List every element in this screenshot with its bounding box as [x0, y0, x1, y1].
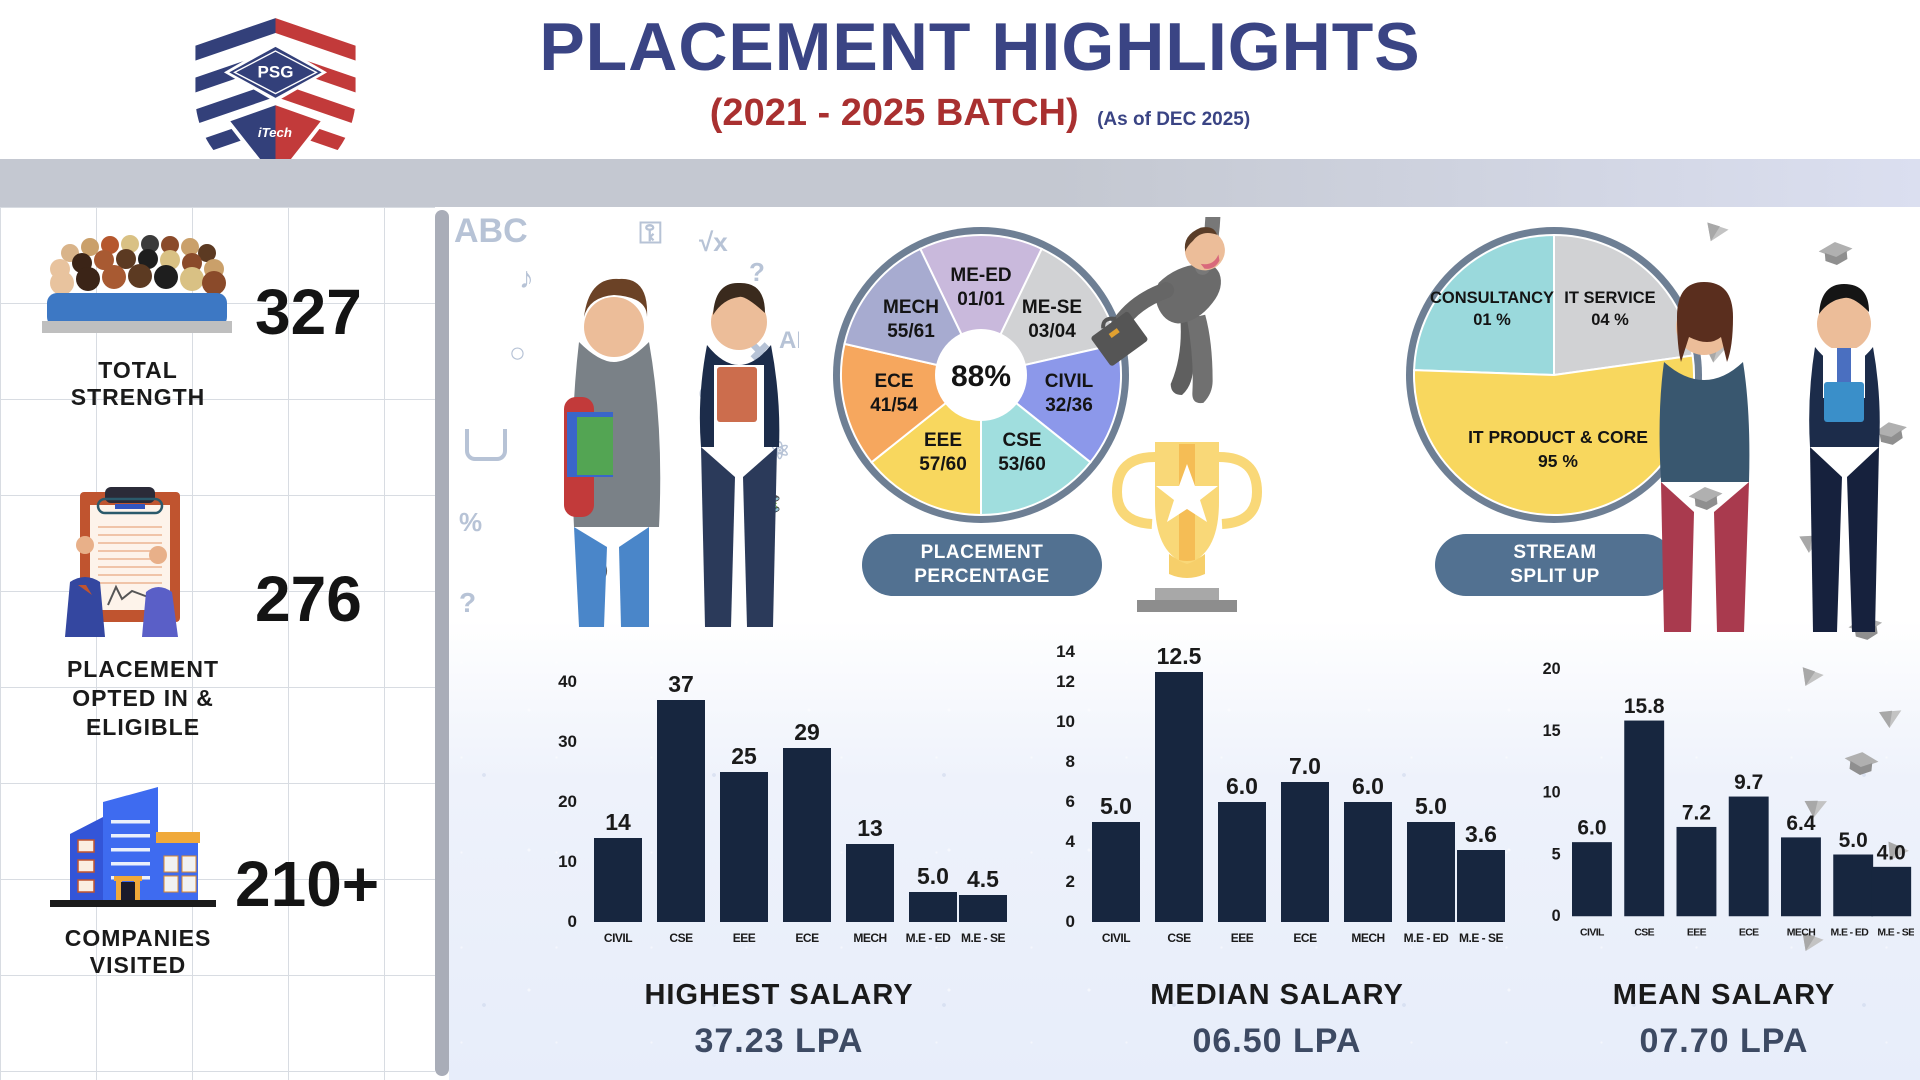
svg-text:CSE: CSE [1167, 931, 1191, 945]
svg-text:0: 0 [568, 912, 577, 931]
svg-text:14: 14 [1056, 642, 1075, 661]
svg-text:CONSULTANCY: CONSULTANCY [1430, 289, 1554, 307]
svg-text:ME-SE: ME-SE [1022, 297, 1082, 318]
svg-text:6: 6 [1066, 792, 1075, 811]
svg-text:ECE: ECE [1293, 931, 1317, 945]
svg-text:ECE: ECE [874, 371, 913, 392]
svg-text:8: 8 [1066, 752, 1075, 771]
svg-text:ECE: ECE [795, 931, 819, 945]
svg-text:M.E - SE: M.E - SE [961, 931, 1006, 945]
svg-text:CIVIL: CIVIL [1580, 927, 1605, 938]
svg-text:7.2: 7.2 [1682, 801, 1711, 824]
svg-text:10: 10 [1543, 784, 1561, 802]
svg-text:M.E - ED: M.E - ED [906, 931, 952, 945]
svg-text:6.0: 6.0 [1352, 773, 1384, 799]
svg-text:M.E - ED: M.E - ED [1404, 931, 1450, 945]
svg-text:29: 29 [794, 719, 820, 745]
svg-text:MECH: MECH [853, 931, 886, 945]
svg-text:MECH: MECH [1787, 927, 1815, 938]
svg-text:5.0: 5.0 [1100, 793, 1132, 819]
svg-text:5.0: 5.0 [1415, 793, 1447, 819]
svg-text:01 %: 01 % [1473, 311, 1511, 329]
svg-text:6.0: 6.0 [1577, 817, 1606, 840]
svg-text:7.0: 7.0 [1289, 753, 1321, 779]
svg-text:5.0: 5.0 [917, 863, 949, 889]
svg-text:6.0: 6.0 [1226, 773, 1258, 799]
svg-text:4.5: 4.5 [967, 866, 999, 892]
svg-text:0: 0 [1552, 907, 1561, 925]
svg-text:37: 37 [668, 671, 694, 697]
svg-text:M.E - SE: M.E - SE [1459, 931, 1504, 945]
svg-text:CIVIL: CIVIL [1102, 931, 1130, 945]
svg-text:15.8: 15.8 [1624, 695, 1665, 718]
svg-text:EEE: EEE [1231, 931, 1254, 945]
svg-text:40: 40 [558, 672, 577, 691]
svg-text:95 %: 95 % [1538, 451, 1578, 471]
svg-text:CSE: CSE [669, 931, 693, 945]
svg-text:03/04: 03/04 [1028, 321, 1076, 342]
svg-text:41/54: 41/54 [870, 395, 918, 416]
svg-text:30: 30 [558, 732, 577, 751]
svg-text:MECH: MECH [883, 297, 939, 318]
svg-text:4: 4 [1066, 832, 1076, 851]
svg-text:PSG: PSG [258, 63, 294, 82]
svg-text:CSE: CSE [1634, 927, 1654, 938]
svg-text:ECE: ECE [1739, 927, 1759, 938]
svg-text:13: 13 [857, 815, 883, 841]
svg-text:14: 14 [605, 809, 631, 835]
svg-text:12: 12 [1056, 672, 1075, 691]
svg-text:20: 20 [558, 792, 577, 811]
svg-text:5: 5 [1552, 845, 1561, 863]
svg-text:EEE: EEE [924, 430, 962, 451]
svg-text:88%: 88% [951, 360, 1011, 393]
svg-text:20: 20 [1543, 660, 1561, 678]
svg-text:55/61: 55/61 [887, 321, 935, 342]
svg-text:12.5: 12.5 [1157, 643, 1202, 669]
svg-text:6.4: 6.4 [1786, 812, 1815, 835]
svg-text:10: 10 [558, 852, 577, 871]
svg-text:01/01: 01/01 [957, 289, 1005, 310]
svg-text:53/60: 53/60 [998, 454, 1046, 475]
svg-text:EEE: EEE [733, 931, 756, 945]
svg-text:MECH: MECH [1351, 931, 1384, 945]
svg-text:3.6: 3.6 [1465, 821, 1497, 847]
svg-text:0: 0 [1066, 912, 1075, 931]
svg-text:iTech: iTech [258, 125, 292, 140]
svg-text:25: 25 [731, 743, 757, 769]
svg-text:2: 2 [1066, 872, 1075, 891]
svg-text:9.7: 9.7 [1734, 771, 1763, 794]
svg-text:M.E - ED: M.E - ED [1831, 927, 1870, 938]
svg-text:10: 10 [1056, 712, 1075, 731]
svg-text:15: 15 [1543, 722, 1561, 740]
svg-text:EEE: EEE [1687, 927, 1707, 938]
svg-text:ME-ED: ME-ED [950, 265, 1011, 286]
svg-text:5.0: 5.0 [1839, 829, 1868, 852]
svg-text:57/60: 57/60 [919, 454, 967, 475]
svg-text:CIVIL: CIVIL [604, 931, 632, 945]
svg-text:CSE: CSE [1002, 430, 1041, 451]
svg-text:M.E - SE: M.E - SE [1877, 927, 1914, 938]
svg-text:4.0: 4.0 [1877, 841, 1906, 864]
